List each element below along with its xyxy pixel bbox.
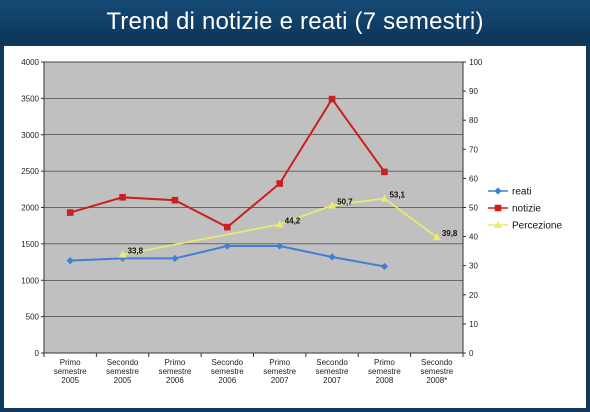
x-axis-tick-label: Secondo semestre 2005 bbox=[106, 358, 139, 385]
legend-label-reati: reati bbox=[512, 187, 531, 198]
data-point-notizie bbox=[171, 196, 179, 204]
data-label-percezione: 39,8 bbox=[442, 229, 458, 238]
data-point-reati bbox=[276, 242, 284, 250]
data-label-percezione: 53,1 bbox=[389, 190, 405, 199]
left-axis-tick-label: 500 bbox=[26, 313, 40, 322]
data-point-notizie bbox=[381, 168, 388, 176]
right-axis-tick-label: 30 bbox=[469, 262, 478, 271]
left-axis-tick-label: 0 bbox=[35, 349, 40, 358]
legend-label-notizie: notizie bbox=[512, 204, 541, 215]
page-title: Trend di notizie e reati (7 semestri) bbox=[106, 8, 484, 35]
right-axis-tick-label: 100 bbox=[469, 58, 483, 67]
data-point-reati bbox=[380, 262, 389, 271]
legend-label-percezione: Percezione bbox=[512, 221, 562, 232]
data-label-percezione: 44,2 bbox=[285, 216, 301, 225]
x-axis-tick-label: Secondo semestre 2006 bbox=[211, 358, 244, 385]
right-axis-tick-label: 50 bbox=[469, 204, 478, 213]
right-axis-tick-label: 70 bbox=[469, 145, 478, 154]
left-axis-tick-label: 1500 bbox=[21, 240, 39, 249]
right-axis-tick-label: 40 bbox=[469, 233, 478, 242]
x-axis-tick-label: Primo semestre 2008 bbox=[368, 358, 401, 385]
right-axis-tick-label: 80 bbox=[469, 116, 478, 125]
right-axis-tick-label: 90 bbox=[469, 87, 478, 96]
data-point-notizie bbox=[276, 180, 283, 187]
right-axis-tick-label: 20 bbox=[469, 291, 478, 300]
data-point-percezione bbox=[328, 201, 337, 209]
data-point-reati bbox=[328, 253, 336, 261]
data-point-reati bbox=[223, 242, 231, 250]
left-axis-tick-label: 3000 bbox=[21, 131, 39, 140]
line-chart: 0 500 1000 1500 2000 2500 3000 3500 4000 0 10 20 30 4… bbox=[21, 58, 562, 385]
left-axis-tick-label: 2000 bbox=[21, 204, 39, 213]
data-point-percezione bbox=[118, 250, 127, 258]
data-point-notizie bbox=[328, 95, 336, 103]
x-axis-tick-label: Primo semestre 2005 bbox=[54, 358, 87, 385]
x-axis-tick-label: Secondo semestre 2007 bbox=[316, 358, 349, 385]
legend-marker-reati bbox=[494, 187, 502, 195]
data-point-notizie bbox=[66, 209, 74, 216]
right-axis-tick-label: 0 bbox=[469, 349, 474, 358]
left-axis-tick-label: 4000 bbox=[21, 58, 39, 67]
data-point-percezione bbox=[275, 220, 284, 228]
right-axis-tick-label: 10 bbox=[469, 320, 478, 329]
left-axis-tick-label: 2500 bbox=[21, 167, 39, 176]
legend-marker-percezione bbox=[494, 221, 502, 228]
x-axis-tick-label: Secondo semestre 2008* bbox=[420, 358, 453, 385]
chart-panel: 0 500 1000 1500 2000 2500 3000 3500 4000 0 10 20 30 4… bbox=[4, 46, 586, 408]
x-axis-tick-label: Primo semestre 2007 bbox=[263, 358, 296, 385]
data-point-notizie bbox=[119, 194, 126, 201]
right-axis-tick-label: 60 bbox=[469, 174, 478, 183]
data-label-percezione: 33,8 bbox=[128, 247, 144, 256]
title-bar: Trend di notizie e reati (7 semestri) bbox=[0, 0, 590, 44]
x-axis-tick-label: Primo semestre 2006 bbox=[158, 358, 191, 385]
left-axis-tick-label: 1000 bbox=[21, 276, 39, 285]
data-point-notizie bbox=[224, 223, 231, 231]
data-point-percezione bbox=[380, 194, 389, 202]
left-axis-tick-label: 3500 bbox=[21, 94, 39, 103]
legend-marker-notizie bbox=[494, 204, 502, 212]
data-label-percezione: 50,7 bbox=[337, 197, 353, 206]
data-point-percezione bbox=[432, 233, 441, 241]
